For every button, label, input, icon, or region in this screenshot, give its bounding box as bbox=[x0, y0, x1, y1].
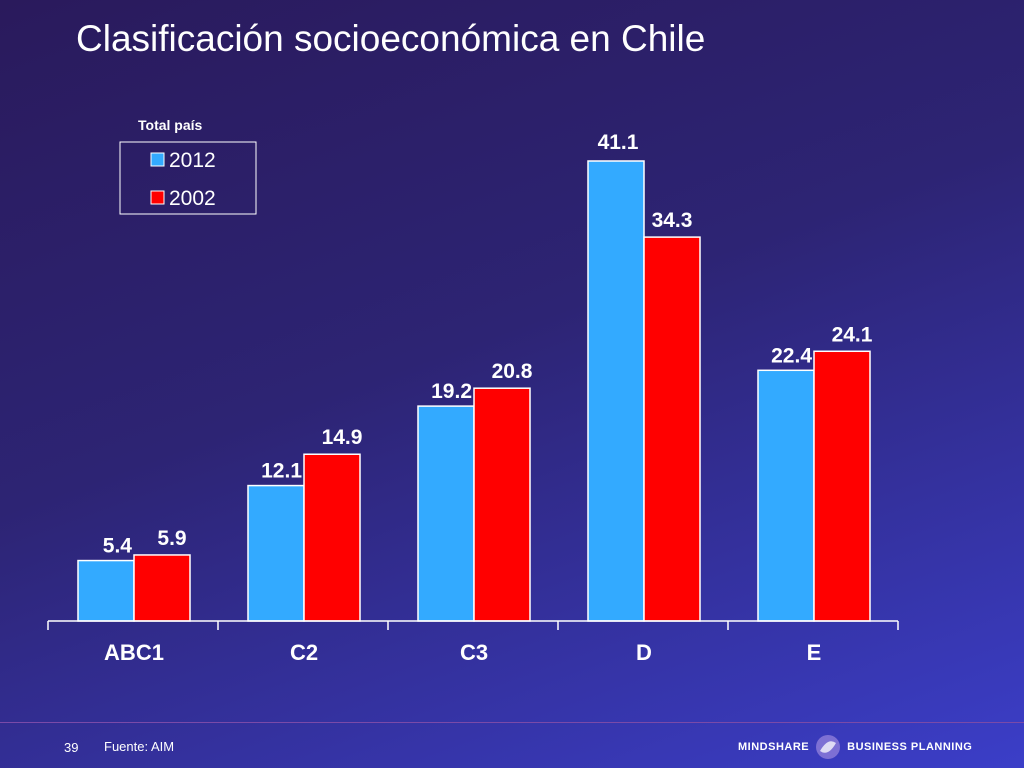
value-label-abc1-2002: 5.9 bbox=[157, 527, 186, 550]
bar-d-2002 bbox=[643, 236, 701, 622]
bars-group bbox=[77, 160, 871, 622]
bar-d-2012 bbox=[587, 160, 645, 622]
bar-abc1-2002 bbox=[133, 554, 191, 622]
value-label-d-2012: 41.1 bbox=[598, 131, 639, 154]
value-label-c3-2012: 19.2 bbox=[431, 380, 472, 403]
category-label-c3: C3 bbox=[460, 640, 488, 665]
slide-title: Clasificación socioeconómica en Chile bbox=[76, 18, 706, 59]
legend-swatch-2012 bbox=[150, 152, 165, 167]
legend-title: Total país bbox=[138, 117, 203, 133]
category-label-abc1: ABC1 bbox=[104, 640, 164, 665]
category-label-d: D bbox=[636, 640, 652, 665]
category-label-e: E bbox=[807, 640, 822, 665]
legend-entry-2012: 2012 bbox=[169, 149, 216, 172]
value-label-c3-2002: 20.8 bbox=[492, 360, 533, 383]
value-label-e-2002: 24.1 bbox=[832, 323, 873, 346]
value-labels-group: 5.4 5.9 12.1 14.9 19.2 20.8 41.1 34.3 22.4 24.1 bbox=[103, 131, 873, 558]
bar-c2-2002 bbox=[303, 453, 361, 622]
legend: Total país 2012 2002 bbox=[119, 117, 257, 215]
legend-swatch-2002 bbox=[150, 190, 165, 205]
page-number: 39 bbox=[64, 740, 79, 755]
brand-name-right: BUSINESS PLANNING bbox=[847, 741, 973, 753]
bar-c3-2002 bbox=[473, 387, 531, 622]
value-label-c2-2002: 14.9 bbox=[322, 426, 363, 449]
bar-c3-2012 bbox=[417, 405, 475, 622]
mindshare-logo-icon bbox=[816, 735, 841, 759]
bar-e-2012 bbox=[757, 369, 815, 622]
brand-logo-group: MINDSHARE BUSINESS PLANNING bbox=[738, 735, 972, 759]
source-note: Fuente: AIM bbox=[104, 739, 175, 754]
legend-entry-2002: 2002 bbox=[169, 187, 216, 210]
bar-c2-2012 bbox=[247, 484, 305, 622]
brand-name-left: MINDSHARE bbox=[738, 741, 810, 753]
category-label-c2: C2 bbox=[290, 640, 318, 665]
value-label-c2-2012: 12.1 bbox=[261, 460, 302, 483]
bar-chart: 5.4 5.9 12.1 14.9 19.2 20.8 41.1 34.3 22.4 24.1 A… bbox=[47, 117, 899, 665]
x-axis: ABC1 C2 C3 D E bbox=[47, 620, 899, 665]
legend-box bbox=[119, 141, 257, 215]
value-label-d-2002: 34.3 bbox=[652, 209, 693, 232]
value-label-abc1-2012: 5.4 bbox=[103, 535, 133, 558]
value-label-e-2012: 22.4 bbox=[771, 344, 812, 367]
bar-abc1-2012 bbox=[77, 559, 135, 622]
bar-e-2002 bbox=[813, 350, 871, 622]
footer-divider bbox=[0, 722, 1024, 723]
